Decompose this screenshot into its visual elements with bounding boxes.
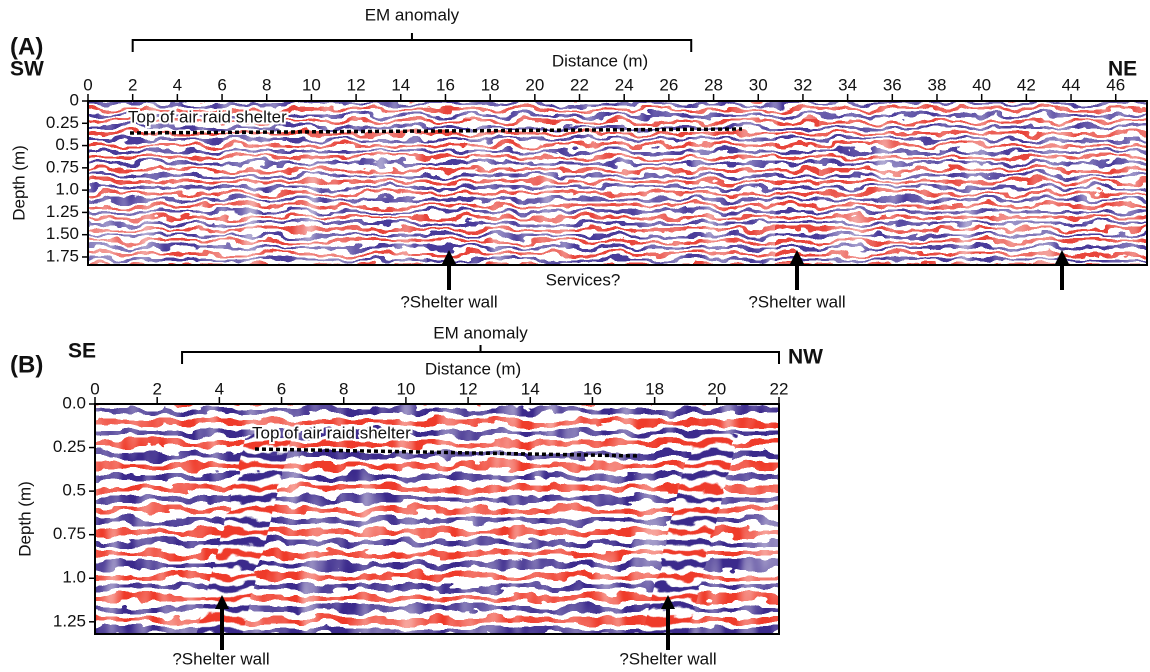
radargram — [88, 101, 1147, 265]
x-tick-label: 2 — [152, 379, 161, 398]
y-tick-label: 1.0 — [62, 568, 86, 587]
x-tick-label: 10 — [396, 379, 415, 398]
shelter-top-line — [254, 447, 641, 458]
x-tick-label: 20 — [525, 75, 544, 94]
wall-reflection — [427, 119, 471, 265]
y-tick-label: 0.0 — [62, 393, 86, 412]
x-tick-label: 14 — [391, 75, 410, 94]
x-tick-label: 8 — [339, 379, 348, 398]
direction-right: NE — [1108, 58, 1137, 81]
annotation: Top of air raid shelter — [252, 423, 411, 442]
arrow-head — [1055, 250, 1069, 264]
bracket-label: EM anomaly — [365, 5, 460, 24]
radargram-body — [88, 101, 1147, 265]
y-axis-label: Depth (m) — [15, 481, 34, 557]
x-tick-label: 0 — [83, 75, 92, 94]
y-tick-label: 0.5 — [55, 135, 79, 154]
plot-frame — [87, 100, 1148, 266]
arrow-head — [215, 595, 229, 609]
x-tick-label: 6 — [277, 379, 286, 398]
x-tick-label: 34 — [838, 75, 857, 94]
panel-label: (A) — [10, 33, 43, 60]
y-tick-label: 0.5 — [62, 481, 86, 500]
x-tick-label: 8 — [262, 75, 271, 94]
radargram-body — [95, 404, 779, 634]
x-tick-label: 16 — [583, 379, 602, 398]
x-tick-label: 0 — [90, 379, 99, 398]
em-bracket — [131, 33, 693, 52]
x-tick-label: 46 — [1106, 75, 1125, 94]
x-tick-label: 38 — [928, 75, 947, 94]
y-tick-label: 1.75 — [46, 246, 79, 265]
direction-left: SE — [68, 340, 96, 363]
x-tick-label: 22 — [570, 75, 589, 94]
x-tick-label: 36 — [883, 75, 902, 94]
x-tick-label: 30 — [749, 75, 768, 94]
wall-reflection — [196, 434, 293, 634]
x-tick-label: 24 — [615, 75, 634, 94]
x-tick-label: 40 — [972, 75, 991, 94]
radargram — [95, 404, 779, 634]
y-tick-label: 1.0 — [55, 180, 79, 199]
x-tick-label: 18 — [481, 75, 500, 94]
x-tick-label: 12 — [347, 75, 366, 94]
x-tick-label: 28 — [704, 75, 723, 94]
x-tick-label: 18 — [645, 379, 664, 398]
x-tick-label: 6 — [217, 75, 226, 94]
wall-reflection — [642, 434, 739, 634]
x-axis-label: Distance (m) — [552, 51, 648, 70]
annotation: ?Shelter wall — [748, 292, 845, 311]
arrow-head — [661, 595, 675, 609]
y-tick-label: 0.75 — [53, 524, 86, 543]
y-tick-label: 0 — [70, 90, 79, 109]
annotation: ?Shelter wall — [619, 649, 716, 668]
x-tick-label: 4 — [173, 75, 182, 94]
em-bracket — [181, 345, 780, 364]
x-tick-label: 26 — [659, 75, 678, 94]
x-tick-label: 42 — [1017, 75, 1036, 94]
y-tick-label: 1.25 — [53, 611, 86, 630]
arrow-head — [790, 250, 804, 264]
x-tick-label: 32 — [793, 75, 812, 94]
y-tick-label: 0.25 — [46, 113, 79, 132]
y-tick-label: 1.25 — [46, 202, 79, 221]
annotation: Services? — [546, 270, 621, 289]
annotation: ?Shelter wall — [400, 292, 497, 311]
x-tick-label: 20 — [707, 379, 726, 398]
radar-fade — [88, 101, 1147, 265]
plot-frame — [94, 403, 780, 635]
x-tick-label: 16 — [436, 75, 455, 94]
panel-label: (B) — [10, 351, 43, 378]
x-tick-label: 2 — [128, 75, 137, 94]
x-tick-label: 22 — [770, 379, 789, 398]
x-tick-label: 10 — [302, 75, 321, 94]
x-tick-label: 44 — [1062, 75, 1081, 94]
x-tick-label: 14 — [521, 379, 540, 398]
y-tick-label: 0.25 — [53, 437, 86, 456]
x-tick-label: 4 — [215, 379, 224, 398]
annotation: ?Shelter wall — [172, 649, 269, 668]
bracket-label: EM anomaly — [433, 323, 528, 342]
wall-reflection — [775, 119, 819, 265]
annotation: Top of air raid shelter — [128, 107, 287, 126]
x-tick-label: 12 — [459, 379, 478, 398]
direction-right: NW — [788, 346, 823, 369]
arrow-head — [442, 250, 456, 264]
y-tick-label: 0.75 — [46, 157, 79, 176]
direction-left: SW — [10, 58, 44, 81]
y-axis-label: Depth (m) — [9, 145, 28, 221]
x-axis-label: Distance (m) — [425, 359, 521, 378]
y-tick-label: 1.50 — [46, 224, 79, 243]
